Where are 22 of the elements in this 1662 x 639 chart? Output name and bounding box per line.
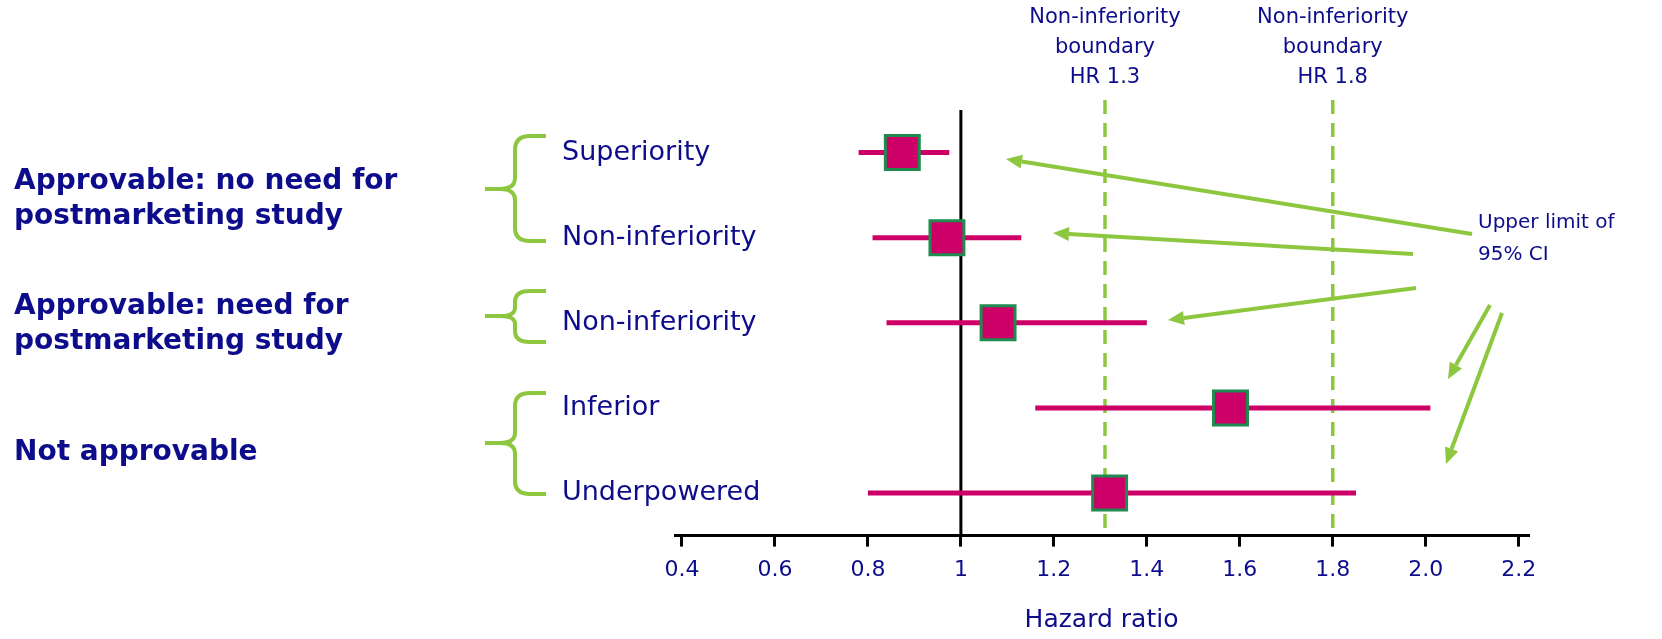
y-tick-label: Inferior bbox=[562, 389, 661, 421]
text: Approvable: no need for postmarketing study bbox=[14, 162, 399, 232]
x-tick-label: 1.4 bbox=[1129, 555, 1165, 581]
x-tick-label: 0.6 bbox=[757, 555, 793, 581]
x-tick-label: 2.2 bbox=[1501, 555, 1537, 581]
text: Not approvable bbox=[14, 433, 259, 468]
x-tick-label: 1.8 bbox=[1315, 555, 1351, 581]
y-tick-label: Non-inferiority bbox=[562, 304, 757, 336]
ref-line-label: Non-inferiority boundary HR 1.8 bbox=[1257, 4, 1409, 89]
y-tick-label: Non-inferiority bbox=[562, 219, 757, 251]
x-tick-label: 1.2 bbox=[1036, 555, 1072, 581]
text: Approvable: need for postmarketing study bbox=[14, 287, 350, 357]
y-tick-label: Superiority bbox=[562, 134, 711, 166]
x-tick-label: 0.8 bbox=[850, 555, 886, 581]
x-tick-label: 2.0 bbox=[1408, 555, 1444, 581]
y-tick-label: Underpowered bbox=[562, 475, 761, 507]
annotation: Upper limit of 95% CI bbox=[1478, 208, 1616, 267]
x-tick-label: 0.4 bbox=[664, 555, 700, 581]
x-axis-title: Hazard ratio bbox=[1024, 603, 1179, 633]
x-tick-label: 1.6 bbox=[1222, 555, 1258, 581]
ref-line-label: Non-inferiority boundary HR 1.3 bbox=[1029, 4, 1181, 89]
x-tick-label: 1 bbox=[953, 555, 968, 581]
